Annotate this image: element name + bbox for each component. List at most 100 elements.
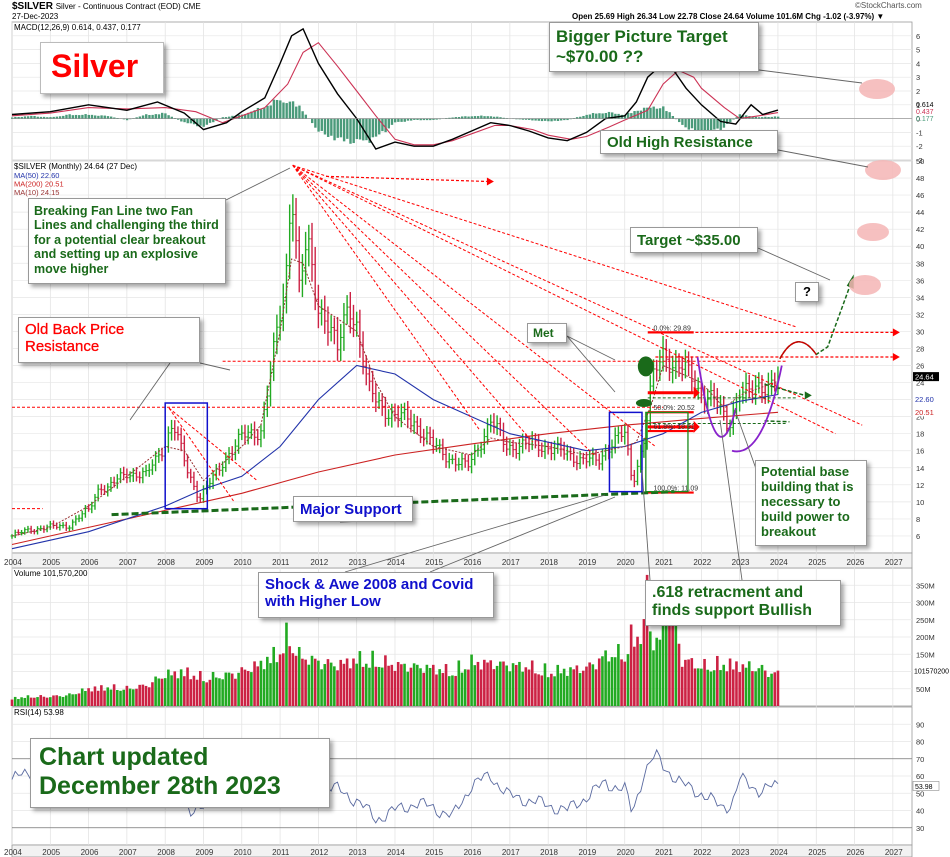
y-tick-price-10: 10	[916, 498, 924, 507]
macd-hist-bar	[103, 115, 106, 119]
macd-hist-bar	[202, 118, 205, 127]
macd-hist-bar	[100, 115, 103, 119]
volume-bar	[607, 661, 611, 706]
macd-hist-bar	[36, 116, 39, 119]
macd-hist-bar	[655, 108, 659, 119]
volume-bar	[109, 689, 113, 706]
macd-hist-bar	[649, 107, 652, 119]
y-tick-price-36: 36	[916, 276, 924, 285]
y-tick-rsi-60: 60	[916, 772, 924, 781]
macd-hist-bar	[183, 118, 186, 123]
macd-hist-bar	[553, 118, 556, 121]
x-tick-mid-2018: 2018	[540, 558, 558, 567]
macd-hist-bar	[419, 118, 422, 121]
x-tick-mid-2020: 2020	[617, 558, 635, 567]
volume-bar	[10, 699, 14, 706]
x-tick-mid-2012: 2012	[310, 558, 328, 567]
macd-hist-bar	[189, 118, 193, 124]
breaking-fan-text: Breaking Fan Line two Fan Lines and chal…	[34, 204, 219, 276]
x-tick-mid-2006: 2006	[81, 558, 99, 567]
volume-bar	[668, 606, 671, 706]
volume-bar	[160, 678, 164, 706]
volume-bar	[416, 664, 419, 706]
macd-hist-bar	[234, 115, 237, 119]
volume-bar	[700, 668, 703, 706]
macd-hist-bar	[435, 118, 438, 120]
macd-hist-bar	[141, 115, 145, 119]
macd-hist-bar	[285, 103, 288, 119]
macd-hist-bar	[17, 116, 20, 119]
macd-hist-bar	[282, 102, 285, 119]
volume-bar	[613, 657, 617, 706]
macd-hist-bar	[11, 117, 14, 119]
macd-hist-bar	[732, 118, 735, 120]
macd-hist-bar	[122, 118, 126, 120]
macd-hist-bar	[291, 101, 295, 119]
bigger-target-text: Bigger Picture Target ~$70.00 ??	[556, 27, 728, 66]
volume-bar	[738, 672, 741, 706]
x-tick-mid-2026: 2026	[847, 558, 865, 567]
macd-hist-bar	[693, 118, 697, 131]
macd-hist-bar	[205, 118, 209, 125]
macd-hist-bar	[42, 116, 46, 119]
macd-hist-bar	[413, 118, 416, 120]
volume-bar	[192, 675, 196, 706]
volume-bar	[629, 624, 633, 706]
macd-hist-bar	[58, 116, 62, 119]
macd-hist-bar	[224, 117, 228, 119]
volume-bar	[154, 676, 157, 706]
volume-bar	[138, 684, 141, 706]
macd-hist-bar	[49, 117, 52, 119]
x-tick-bottom-2013: 2013	[349, 848, 367, 857]
macd-hist-bar	[256, 107, 260, 119]
x-tick-mid-2011: 2011	[272, 558, 290, 567]
macd-hist-bar	[547, 118, 550, 122]
volume-bar	[502, 661, 505, 706]
macd-hist-bar	[716, 118, 719, 129]
macd-hist-bar	[26, 116, 30, 119]
volume-bar	[246, 670, 250, 706]
callout-pointer-12	[719, 419, 743, 581]
macd-hist-bar	[684, 118, 687, 128]
macd-hist-bar	[125, 118, 129, 121]
volume-bar	[508, 671, 512, 706]
y-tick-macd-2: 2	[916, 87, 920, 96]
major-support-text: Major Support	[300, 501, 402, 518]
purple-arc-2	[731, 365, 783, 453]
volume-bar	[348, 668, 352, 706]
volume-bar	[36, 697, 39, 706]
y-tick-price-6: 6	[916, 532, 920, 541]
macd-hist-bar	[154, 114, 158, 119]
macd-hist-bar	[626, 112, 630, 119]
volume-bar	[151, 682, 154, 706]
macd-hist-bar	[611, 112, 614, 119]
volume-bar	[566, 675, 569, 706]
volume-bar	[80, 688, 84, 706]
x-tick-mid-2027: 2027	[885, 558, 903, 567]
x-tick-bottom-2006: 2006	[81, 848, 99, 857]
macd-hist-bar	[722, 118, 726, 128]
y-tick-price-18: 18	[916, 430, 924, 439]
volume-bar	[773, 672, 777, 706]
triangle-arrow-head	[804, 391, 812, 400]
macd-hist-bar	[662, 106, 665, 119]
volume-bar	[709, 671, 713, 706]
callout-pointer-9	[344, 494, 606, 573]
met-text: Met	[533, 326, 554, 340]
volume-bar	[553, 676, 556, 706]
macd-hist-bar	[339, 118, 343, 138]
y-tick-macd-6: 6	[916, 32, 920, 41]
callout-pointer-0	[758, 69, 863, 84]
silver-title-box: Silver	[40, 42, 164, 94]
x-tick-mid-2004: 2004	[4, 558, 22, 567]
macd-hist-bar	[614, 113, 617, 119]
volume-bar	[680, 666, 684, 706]
volume-bar	[604, 650, 607, 706]
volume-bar	[214, 677, 218, 706]
volume-bar	[735, 661, 738, 706]
volume-bar	[253, 661, 256, 706]
macd-hist-bar	[585, 114, 588, 119]
y-tick-price-50: 50	[916, 157, 924, 166]
x-tick-bottom-2010: 2010	[234, 848, 252, 857]
